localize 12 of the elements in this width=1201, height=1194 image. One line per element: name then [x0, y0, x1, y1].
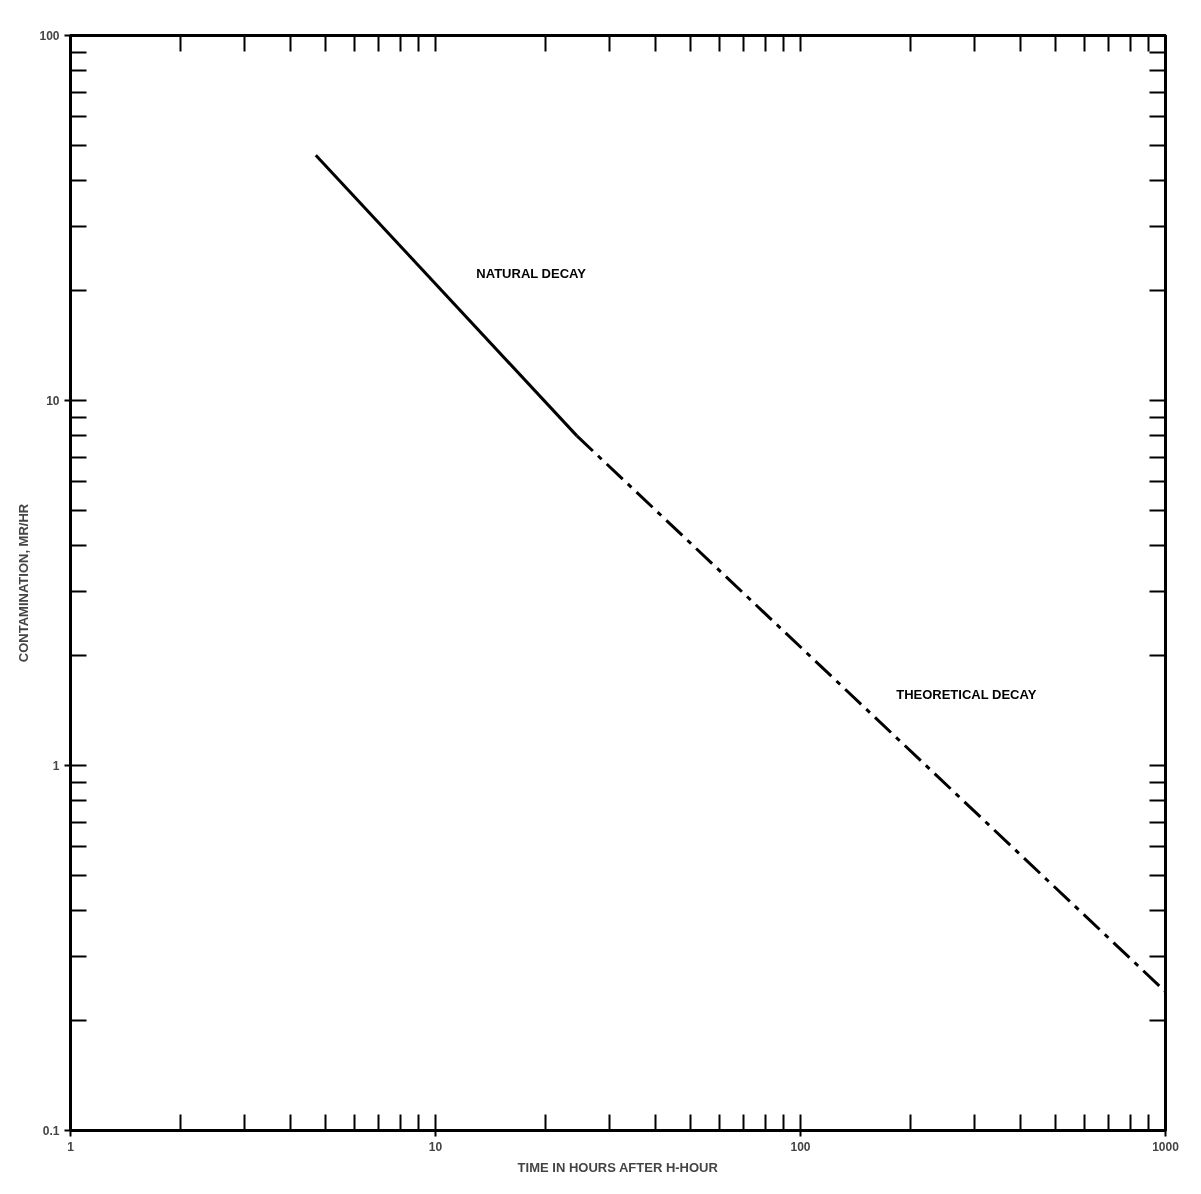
- series-label: THEORETICAL DECAY: [896, 686, 1037, 702]
- y-tick-label: 1: [52, 759, 60, 773]
- x-tick-label: 10: [428, 1139, 443, 1154]
- x-axis-title: TIME IN HOURS AFTER H-HOUR: [517, 1159, 719, 1175]
- x-tick-label: 1: [67, 1139, 75, 1154]
- y-tick-label: 100: [39, 29, 60, 43]
- y-axis-title: CONTAMINATION, MR/HR: [16, 503, 32, 663]
- text: NATURAL DECAY: [476, 265, 587, 281]
- y-tick-label: 10: [46, 394, 60, 408]
- y-tick-label: 0.1: [42, 1124, 60, 1138]
- x-tick-label: 1000: [1152, 1139, 1180, 1154]
- x-tick-label: 100: [790, 1139, 811, 1154]
